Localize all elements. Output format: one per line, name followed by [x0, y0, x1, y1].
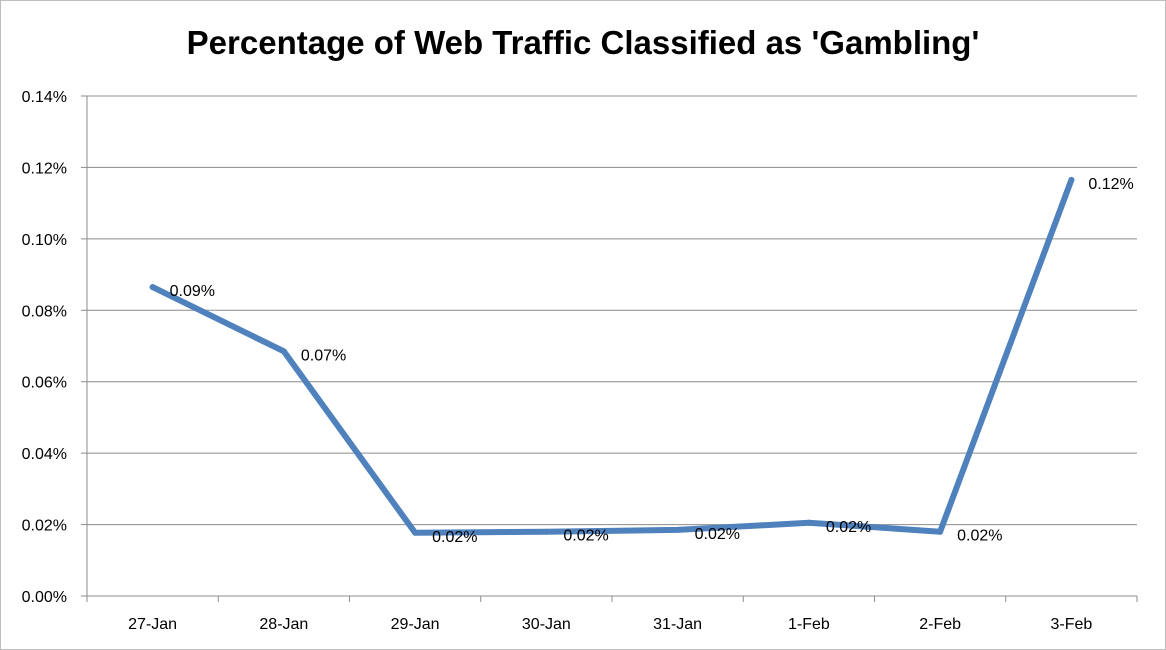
- y-tick-label: 0.00%: [22, 589, 67, 606]
- x-tick-label: 3-Feb: [1050, 616, 1092, 633]
- data-label: 0.09%: [170, 283, 215, 300]
- data-label: 0.02%: [957, 528, 1002, 545]
- data-label: 0.02%: [826, 519, 871, 536]
- x-tick-label: 29-Jan: [391, 616, 440, 633]
- x-tick-label: 31-Jan: [653, 616, 702, 633]
- data-point: [149, 284, 156, 291]
- data-point: [1068, 176, 1075, 183]
- data-label: 0.12%: [1088, 176, 1133, 193]
- y-tick-label: 0.10%: [22, 232, 67, 249]
- data-point: [543, 528, 550, 535]
- x-tick-label: 2-Feb: [919, 616, 961, 633]
- data-label: 0.02%: [432, 529, 477, 546]
- data-label: 0.02%: [563, 528, 608, 545]
- y-tick-label: 0.14%: [22, 89, 67, 106]
- chart-title: Percentage of Web Traffic Classified as …: [186, 24, 980, 61]
- y-tick-label: 0.04%: [22, 446, 67, 463]
- x-tick-label: 27-Jan: [128, 616, 177, 633]
- data-point: [674, 526, 681, 533]
- series-line: [149, 176, 1075, 536]
- y-tick-label: 0.08%: [22, 303, 67, 320]
- data-point: [937, 528, 944, 535]
- data-label: 0.02%: [695, 526, 740, 543]
- x-tick-label: 1-Feb: [788, 616, 830, 633]
- data-point: [805, 519, 812, 526]
- y-tick-label: 0.12%: [22, 160, 67, 177]
- x-tick-label: 28-Jan: [259, 616, 308, 633]
- data-point: [412, 529, 419, 536]
- y-tick-label: 0.06%: [22, 375, 67, 392]
- data-label: 0.07%: [301, 347, 346, 364]
- x-tick-label: 30-Jan: [522, 616, 571, 633]
- data-point: [280, 348, 287, 355]
- y-tick-label: 0.02%: [22, 518, 67, 535]
